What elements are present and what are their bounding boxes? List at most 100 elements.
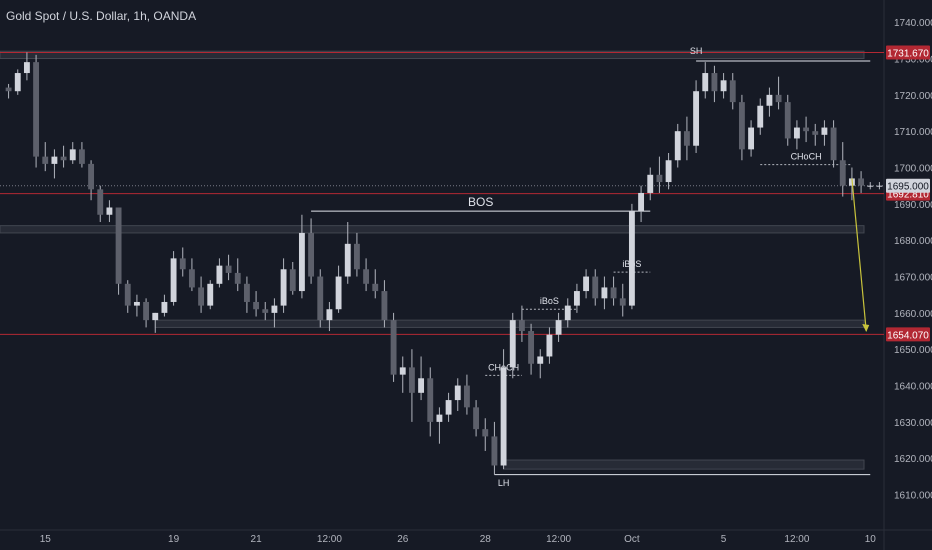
candle-body <box>619 298 626 306</box>
candle-body <box>528 331 535 364</box>
y-tick-label: 1610.000 <box>894 491 932 502</box>
candle-body <box>308 232 315 277</box>
candle-body <box>390 320 397 375</box>
candle-body <box>509 320 516 368</box>
x-tick-label: 5 <box>721 534 727 545</box>
candle-body <box>555 320 562 335</box>
x-tick-label: 19 <box>168 534 180 545</box>
candle-body <box>564 305 571 321</box>
candle-body <box>592 276 599 299</box>
candle-body <box>97 189 104 215</box>
candle-body <box>188 269 195 288</box>
price-level-tag-label: 1692.810 <box>887 190 929 201</box>
y-tick-label: 1650.000 <box>894 345 932 356</box>
candle-body <box>702 73 709 92</box>
candle-body <box>198 287 205 306</box>
candle-body <box>638 192 645 212</box>
y-tick-label: 1660.000 <box>894 309 932 320</box>
liquidity-zone <box>503 459 865 470</box>
candle-body <box>876 185 883 187</box>
candle-body <box>766 94 773 106</box>
liquidity-zone <box>0 50 865 60</box>
candle-body <box>106 207 113 215</box>
candle-body <box>23 62 30 74</box>
liquidity-zone <box>0 225 865 234</box>
candle-body <box>353 243 360 270</box>
candle-body <box>335 276 342 310</box>
y-tick-label: 1640.000 <box>894 382 932 393</box>
candle-body <box>839 160 846 186</box>
candle-body <box>473 407 480 430</box>
candle-body <box>161 301 168 313</box>
candle-body <box>812 131 819 135</box>
candle-body <box>665 160 672 183</box>
x-tick-label: 10 <box>865 534 877 545</box>
candle-body <box>482 429 489 437</box>
price-level-tag-label: 1654.070 <box>887 330 929 341</box>
x-tick-label: Oct <box>624 534 640 545</box>
candle-body <box>583 276 590 292</box>
candle-body <box>674 131 681 161</box>
y-tick-label: 1740.000 <box>894 18 932 29</box>
y-tick-label: 1700.000 <box>894 164 932 175</box>
x-tick-label: 12:00 <box>546 534 571 545</box>
candle-body <box>152 312 159 321</box>
candle-body <box>867 185 874 187</box>
candle-body <box>179 258 186 270</box>
x-tick-label: 26 <box>397 534 409 545</box>
candle-body <box>427 378 434 422</box>
y-tick-label: 1630.000 <box>894 418 932 429</box>
price-level-tag <box>886 327 930 342</box>
candle-body <box>51 156 58 164</box>
candle-body <box>463 385 470 408</box>
candle-body <box>518 320 525 332</box>
candle-body <box>298 232 305 292</box>
candle-body <box>757 105 764 128</box>
candle-body <box>363 269 370 284</box>
candle-body <box>408 367 415 393</box>
candle-body <box>289 269 296 292</box>
candle-body <box>628 211 635 306</box>
y-tick-label: 1680.000 <box>894 236 932 247</box>
candle-body <box>133 301 140 306</box>
y-tick-label: 1710.000 <box>894 127 932 138</box>
structure-label: BOS <box>468 195 493 209</box>
candle-body <box>115 207 122 284</box>
candle-body <box>170 258 177 302</box>
projection-arrow-head <box>862 324 870 333</box>
x-tick-label: 15 <box>40 534 52 545</box>
candle-body <box>5 87 12 92</box>
y-tick-label: 1620.000 <box>894 454 932 465</box>
candle-body <box>720 80 727 92</box>
candle-body <box>69 149 76 161</box>
candle-body <box>225 265 232 273</box>
candle-body <box>775 94 782 103</box>
candle-body <box>738 102 745 150</box>
candle-body <box>14 73 21 92</box>
candle-body <box>647 174 654 193</box>
x-tick-label: 28 <box>480 534 492 545</box>
projection-arrow-line <box>851 178 867 332</box>
candle-body <box>436 414 443 422</box>
candle-body <box>271 305 278 313</box>
x-tick-label: 12:00 <box>784 534 809 545</box>
candle-body <box>491 436 498 466</box>
candle-body <box>537 356 544 364</box>
candle-body <box>784 102 791 139</box>
x-tick-label: 21 <box>251 534 263 545</box>
candle-body <box>748 127 755 150</box>
candle-body <box>803 127 810 132</box>
candle-body <box>280 269 287 306</box>
candle-body <box>42 156 49 164</box>
candle-body <box>253 301 260 310</box>
candle-body <box>207 283 214 306</box>
chart-title: Gold Spot / U.S. Dollar, 1h, OANDA <box>6 9 197 23</box>
candle-body <box>143 301 150 321</box>
swing-point-label: SH <box>690 46 703 56</box>
candle-body <box>656 174 663 183</box>
current-price-tag-label: 1695.000 <box>887 182 929 193</box>
candle-body <box>317 276 324 321</box>
candle-body <box>234 272 241 284</box>
